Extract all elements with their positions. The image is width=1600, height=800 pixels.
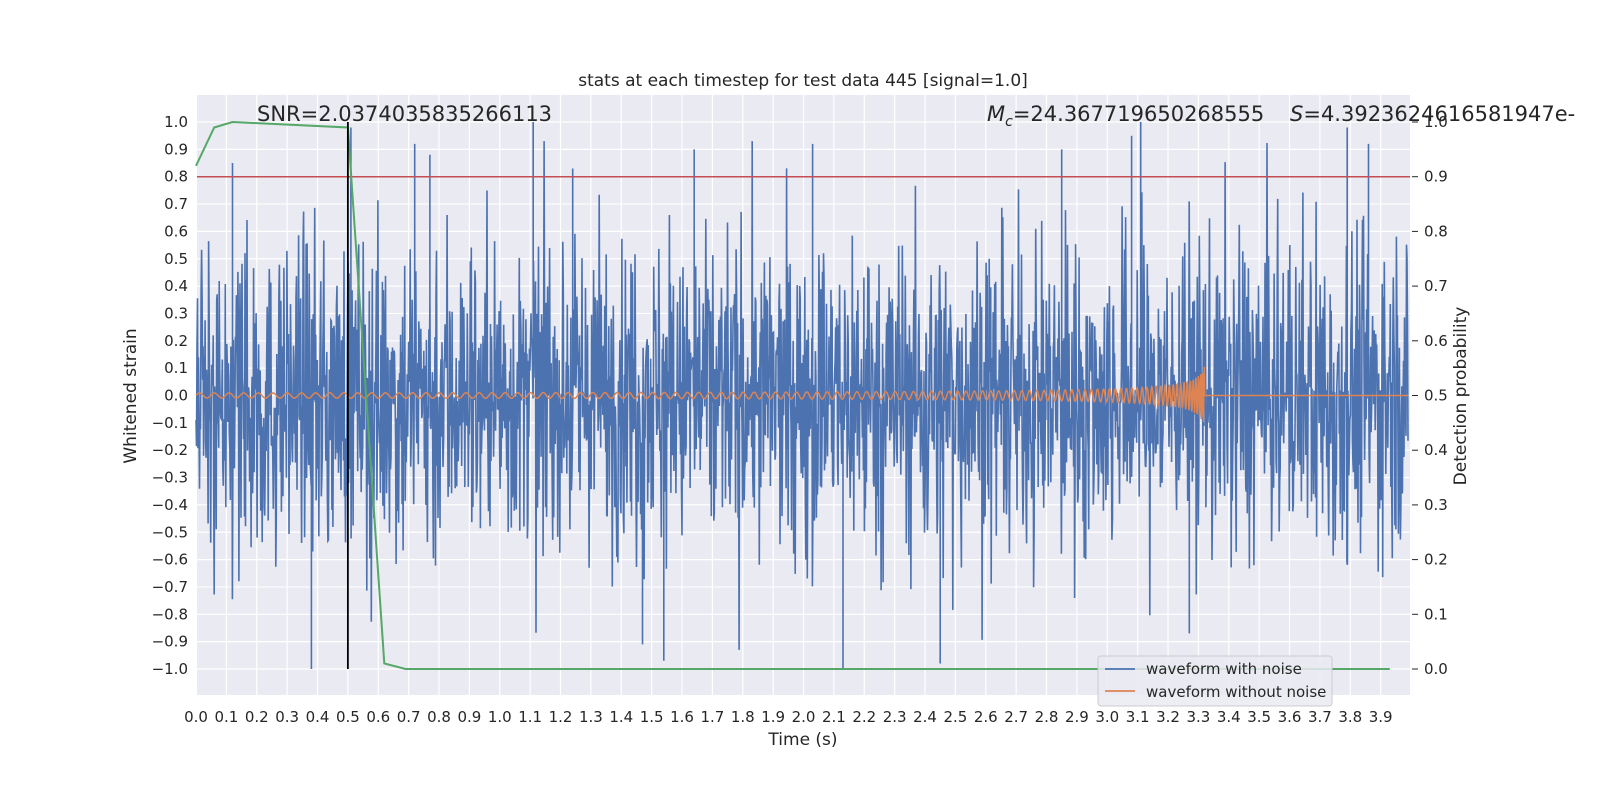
x-tick-label: 0.0 [184, 708, 208, 726]
y-tick-label: −0.2 [152, 441, 188, 459]
y-tick-label: −0.9 [152, 633, 188, 651]
x-tick-label: 1.1 [518, 708, 542, 726]
y2-tick-label: 0.8 [1424, 222, 1448, 240]
x-axis-label: Time (s) [767, 730, 837, 750]
x-tick-label: 1.9 [761, 708, 785, 726]
legend: waveform with noise waveform without noi… [1097, 655, 1333, 707]
y-axis-label: Whitened strain [121, 328, 141, 463]
y2-tick-label: 0.1 [1424, 605, 1448, 623]
x-tick-label: 0.4 [306, 708, 330, 726]
y-tick-label: −0.7 [152, 578, 188, 596]
x-tick-label: 2.9 [1065, 708, 1089, 726]
chart-title: stats at each timestep for test data 445… [578, 71, 1028, 91]
x-tick-label: 2.2 [852, 708, 876, 726]
x-tick-label: 3.1 [1126, 708, 1150, 726]
x-tick-label: 3.2 [1156, 708, 1180, 726]
y-tick-label: −0.1 [152, 414, 188, 432]
y-tick-label: 0.3 [164, 304, 188, 322]
y2-tick-label: 0.0 [1424, 660, 1448, 678]
y2-tick-label: 0.6 [1424, 332, 1448, 350]
x-tick-label: 0.5 [336, 708, 360, 726]
x-tick-label: 0.3 [275, 708, 299, 726]
y2-axis-label: Detection probability [1451, 307, 1471, 486]
x-tick-label: 1.7 [700, 708, 724, 726]
s-annotation: S=4.392362461658194​7e- [1290, 102, 1575, 126]
y2-tick-label: 0.9 [1424, 168, 1448, 186]
y2-tick-label: 1.0 [1424, 113, 1448, 131]
x-tick-label: 1.0 [488, 708, 512, 726]
chirp-mass-annotation: Mc=24.367719650268555 [987, 102, 1264, 130]
y-tick-label: 0.4 [164, 277, 188, 295]
y-tick-label: −0.5 [152, 523, 188, 541]
y2-tick-label: 0.5 [1424, 387, 1448, 405]
y-tick-labels: 1.0 0.9 0.8 0.7 0.6 0.5 0.4 0.3 0.2 0.1 0.0 −0.1 −0.… [152, 113, 188, 678]
y-tick-label: 0.5 [164, 250, 188, 268]
x-tick-label: 2.1 [822, 708, 846, 726]
y2-tick-label: 0.3 [1424, 496, 1448, 514]
y2-tick-label: 0.2 [1424, 551, 1448, 569]
y-tick-label: 0.9 [164, 140, 188, 158]
x-tick-label: 3.8 [1338, 708, 1362, 726]
x-tick-label: 1.5 [640, 708, 664, 726]
x-tick-label: 3.9 [1369, 708, 1393, 726]
y-tick-label: 0.8 [164, 168, 188, 186]
x-tick-label: 1.6 [670, 708, 694, 726]
y2-tick-label: 0.7 [1424, 277, 1448, 295]
y-tick-label: 1.0 [164, 113, 188, 131]
snr-annotation: SNR=2.0374035835266113 [257, 102, 552, 126]
x-tick-label: 0.7 [397, 708, 421, 726]
x-tick-label: 3.0 [1095, 708, 1119, 726]
x-tick-label: 3.3 [1186, 708, 1210, 726]
y-tick-label: 0.7 [164, 195, 188, 213]
x-tick-label: 0.1 [214, 708, 238, 726]
y-tick-label: −0.6 [152, 551, 188, 569]
y2-tick-label: 0.4 [1424, 441, 1448, 459]
x-tick-labels: 0.0 0.1 0.2 0.3 0.4 0.5 0.6 0.7 0.8 0.9 1.0 1.1 1.2 1… [184, 708, 1393, 726]
plot-content [195, 120, 1410, 670]
legend-box [1097, 655, 1333, 707]
x-tick-label: 3.7 [1308, 708, 1332, 726]
x-tick-label: 2.7 [1004, 708, 1028, 726]
s-value: =4.392362461658194​7e- [1303, 102, 1575, 126]
legend-label-clean: waveform without noise [1146, 683, 1326, 701]
x-tick-label: 2.8 [1035, 708, 1059, 726]
x-tick-label: 2.0 [792, 708, 816, 726]
y-tick-label: −0.8 [152, 605, 188, 623]
x-tick-label: 0.9 [457, 708, 481, 726]
x-tick-label: 2.6 [974, 708, 998, 726]
s-symbol: S [1290, 102, 1303, 126]
legend-label-noise: waveform with noise [1146, 660, 1302, 678]
x-tick-label: 3.4 [1217, 708, 1241, 726]
y-tick-label: −0.4 [152, 496, 188, 514]
chirp-mass-symbol: M [987, 102, 1005, 126]
y-tick-label: −1.0 [152, 660, 188, 678]
y2-tick-labels: 1.0 0.9 0.8 0.7 0.6 0.5 0.4 0.3 0.2 0.1 0.0 [1412, 113, 1448, 678]
chirp-mass-value: =24.367719650268555 [1013, 102, 1264, 126]
x-tick-label: 0.6 [366, 708, 390, 726]
x-tick-label: 0.2 [245, 708, 269, 726]
y-tick-label: 0.0 [164, 387, 188, 405]
series-detection-probability [195, 120, 1390, 670]
x-tick-label: 1.2 [549, 708, 573, 726]
y-tick-label: 0.1 [164, 359, 188, 377]
x-tick-label: 3.6 [1278, 708, 1302, 726]
x-tick-label: 3.5 [1247, 708, 1271, 726]
x-tick-label: 1.8 [731, 708, 755, 726]
y-tick-label: 0.6 [164, 222, 188, 240]
x-tick-label: 1.4 [609, 708, 633, 726]
y-tick-label: 0.2 [164, 332, 188, 350]
x-tick-label: 2.5 [943, 708, 967, 726]
x-tick-label: 1.3 [579, 708, 603, 726]
chirp-mass-subscript: c [1005, 114, 1013, 130]
series-waveform-without-noise [195, 366, 1408, 423]
x-tick-label: 2.4 [913, 708, 937, 726]
x-tick-label: 0.8 [427, 708, 451, 726]
y-tick-label: −0.3 [152, 469, 188, 487]
x-tick-label: 2.3 [883, 708, 907, 726]
